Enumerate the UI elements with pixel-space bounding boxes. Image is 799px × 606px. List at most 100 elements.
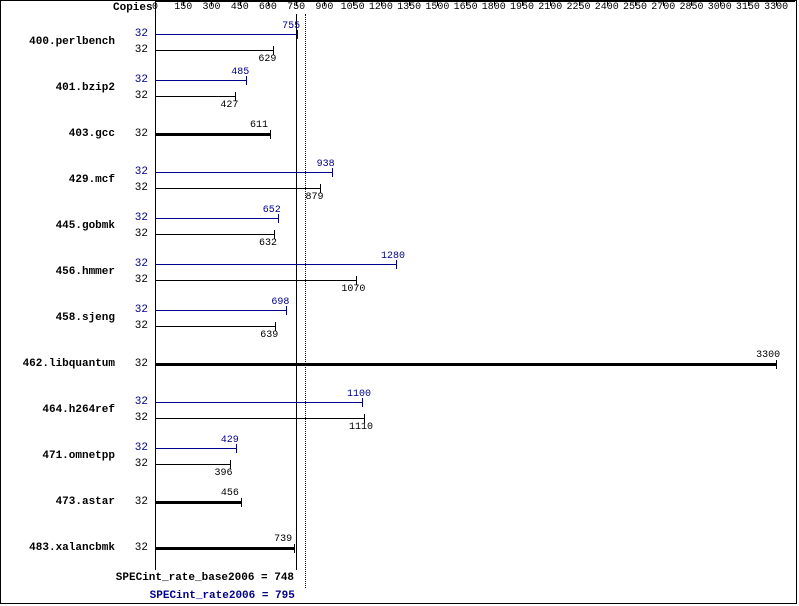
axis-tick-label: 300 [202,2,220,13]
axis-tick-label: 3300 [764,2,788,13]
axis-tick-label: 1500 [425,2,449,13]
value-base: 739 [274,534,292,545]
axis-tick-label: 2700 [651,2,675,13]
ref-line-base [296,14,297,570]
bar-base [155,501,241,504]
bar-base [155,188,320,189]
bar-base [155,50,273,51]
bar-base [155,96,235,97]
copies-value-base: 32 [128,228,148,240]
value-base: 456 [221,488,239,499]
copies-value-base: 32 [128,128,148,140]
copies-value-base: 32 [128,90,148,102]
bar-peak [155,310,286,311]
value-base: 1110 [349,422,373,433]
value-peak: 698 [271,297,289,308]
axis-tick-label: 3150 [736,2,760,13]
axis-tick-label: 1200 [369,2,393,13]
value-base: 639 [260,330,278,341]
value-peak: 938 [317,159,335,170]
value-peak: 652 [263,205,281,216]
copies-value-base: 32 [128,412,148,424]
benchmark-label: 429.mcf [69,174,115,186]
copies-value-base: 32 [128,44,148,56]
axis-tick-label: 2850 [679,2,703,13]
value-peak: 755 [282,21,300,32]
copies-value-peak: 32 [128,166,148,178]
copies-value-base: 32 [128,458,148,470]
axis-tick-label: 2250 [567,2,591,13]
bar-base [155,547,294,550]
copies-value-base: 32 [128,358,148,370]
value-base: 632 [259,238,277,249]
footer-base-label: SPECint_rate_base2006 = 748 [116,572,294,584]
benchmark-label: 462.libquantum [23,358,115,370]
benchmark-label: 458.sjeng [56,312,115,324]
axis-tick-label: 3000 [708,2,732,13]
bar-base [155,280,356,281]
axis-tick-label: 900 [315,2,333,13]
copies-value-base: 32 [128,320,148,332]
axis-tick-label: 1950 [510,2,534,13]
bar-peak [155,218,278,219]
value-base: 1070 [341,284,365,295]
ref-line-peak [305,14,306,588]
benchmark-label: 483.xalancbmk [29,542,115,554]
axis-tick-label: 1050 [341,2,365,13]
value-base: 427 [220,100,238,111]
bar-peak [155,172,332,173]
benchmark-label: 456.hmmer [56,266,115,278]
bar-peak [155,34,297,35]
copies-value-peak: 32 [128,258,148,270]
bar-base [155,418,364,419]
bar-base [155,326,275,327]
copies-value-peak: 32 [128,28,148,40]
copies-value-peak: 32 [128,396,148,408]
axis-tick-label: 2550 [623,2,647,13]
axis-tick-label: 1800 [482,2,506,13]
axis-tick-label: 450 [231,2,249,13]
bar-base [155,133,270,136]
axis-tick-label: 1650 [454,2,478,13]
copies-value-base: 32 [128,182,148,194]
axis-tick-label: 150 [174,2,192,13]
axis-tick-label: 2100 [538,2,562,13]
axis-tick-label: 750 [287,2,305,13]
benchmark-label: 401.bzip2 [56,82,115,94]
footer-peak-label: SPECint_rate2006 = 795 [150,590,295,602]
axis-tick-label: 2400 [595,2,619,13]
value-base: 629 [258,54,276,65]
spec-chart: 0150300450600750900105012001350150016501… [0,0,799,606]
benchmark-label: 403.gcc [69,128,115,140]
benchmark-label: 473.astar [56,496,115,508]
copies-value-base: 32 [128,496,148,508]
copies-header: Copies [113,2,153,14]
bar-peak [155,402,362,403]
bar-base [155,464,230,465]
axis-tick-label: 1350 [397,2,421,13]
bar-peak [155,448,236,449]
benchmark-label: 471.omnetpp [42,450,115,462]
copies-value-peak: 32 [128,74,148,86]
bar-base [155,234,274,235]
copies-value-peak: 32 [128,304,148,316]
axis-tick-label: 600 [259,2,277,13]
copies-value-base: 32 [128,274,148,286]
bar-base [155,363,776,366]
value-base: 611 [250,120,268,131]
value-peak: 1280 [381,251,405,262]
bar-peak [155,264,396,265]
value-base: 3300 [756,350,780,361]
value-peak: 1100 [347,389,371,400]
copies-value-peak: 32 [128,212,148,224]
value-base: 879 [305,192,323,203]
benchmark-label: 445.gobmk [56,220,115,232]
value-peak: 485 [231,67,249,78]
copies-value-peak: 32 [128,442,148,454]
copies-value-base: 32 [128,542,148,554]
bar-peak [155,80,246,81]
value-peak: 429 [221,435,239,446]
benchmark-label: 464.h264ref [42,404,115,416]
benchmark-label: 400.perlbench [29,36,115,48]
value-base: 396 [215,468,233,479]
